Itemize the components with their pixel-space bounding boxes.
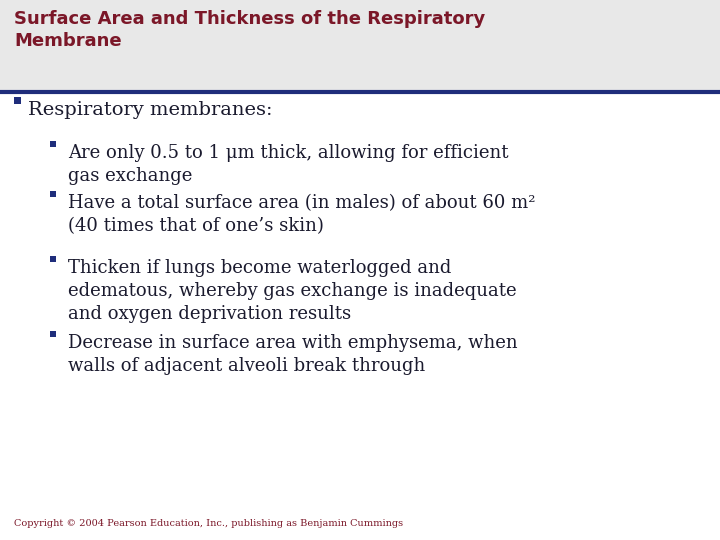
Text: Surface Area and Thickness of the Respiratory
Membrane: Surface Area and Thickness of the Respir… xyxy=(14,10,485,50)
Text: Thicken if lungs become waterlogged and
edematous, whereby gas exchange is inade: Thicken if lungs become waterlogged and … xyxy=(68,259,517,323)
Bar xyxy=(0,0,720,90)
Text: Copyright © 2004 Pearson Education, Inc., publishing as Benjamin Cummings: Copyright © 2004 Pearson Education, Inc.… xyxy=(14,519,403,528)
Bar xyxy=(50,141,56,147)
Text: Respiratory membranes:: Respiratory membranes: xyxy=(28,101,272,119)
Bar xyxy=(50,191,56,197)
Bar xyxy=(50,331,56,337)
Text: Have a total surface area (in males) of about 60 m²
(40 times that of one’s skin: Have a total surface area (in males) of … xyxy=(68,194,536,235)
Bar xyxy=(14,97,21,104)
Text: Are only 0.5 to 1 μm thick, allowing for efficient
gas exchange: Are only 0.5 to 1 μm thick, allowing for… xyxy=(68,144,508,185)
Bar xyxy=(50,256,56,262)
Text: Decrease in surface area with emphysema, when
walls of adjacent alveoli break th: Decrease in surface area with emphysema,… xyxy=(68,334,518,375)
